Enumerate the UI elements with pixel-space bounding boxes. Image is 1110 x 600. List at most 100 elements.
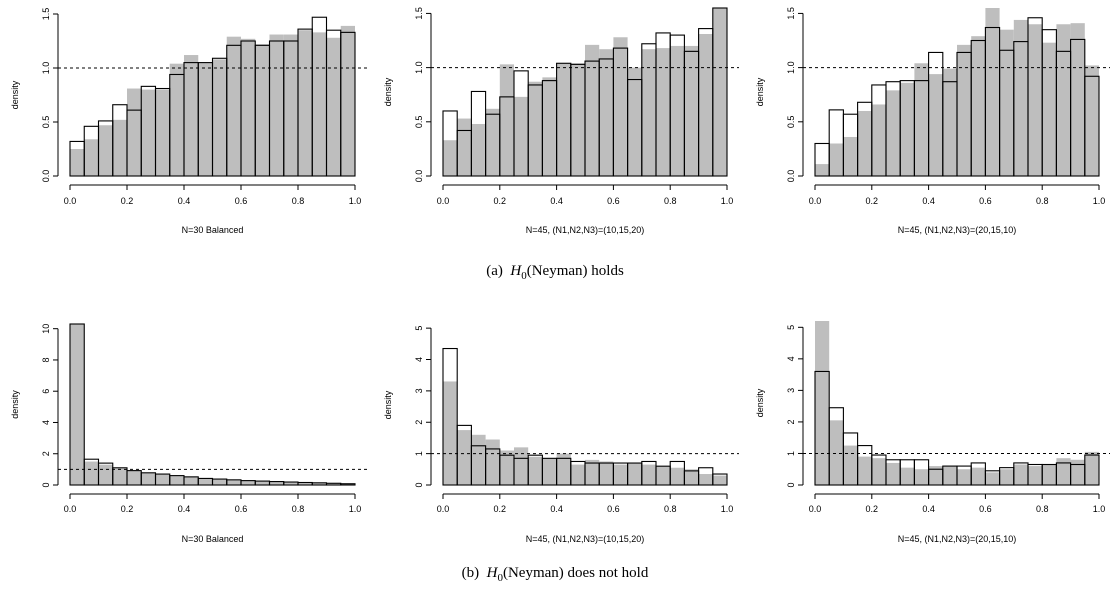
filled-bar xyxy=(155,89,170,176)
filled-bar xyxy=(84,139,99,176)
filled-bar xyxy=(514,96,529,176)
filled-bar xyxy=(928,466,943,485)
y-axis-label: density xyxy=(10,80,20,109)
filled-bar xyxy=(1070,23,1085,176)
x-tick-label: 0.4 xyxy=(922,504,935,514)
y-tick-label: 0.0 xyxy=(786,170,796,183)
y-tick-label: 4 xyxy=(786,356,796,361)
y-tick-label: 0 xyxy=(786,482,796,487)
filled-bar xyxy=(70,149,85,176)
x-axis-label: N=45, (N1,N2,N3)=(10,15,20) xyxy=(526,225,645,235)
filled-bar xyxy=(1070,459,1085,485)
filled-bar xyxy=(942,68,957,176)
x-tick-label: 0.4 xyxy=(178,196,191,206)
x-tick-label: 0.4 xyxy=(550,504,563,514)
filled-bar xyxy=(1042,42,1057,177)
caption-b-label: (b) xyxy=(461,565,480,581)
filled-bar xyxy=(471,123,486,176)
filled-bar xyxy=(141,89,156,176)
x-tick-label: 0.6 xyxy=(607,504,620,514)
filled-bar xyxy=(255,44,270,176)
filled-bar xyxy=(698,34,713,176)
caption-b-subscript: 0 xyxy=(497,572,503,584)
x-tick-label: 0.0 xyxy=(64,504,77,514)
filled-bar xyxy=(1056,458,1071,485)
y-tick-label: 0.5 xyxy=(786,116,796,129)
filled-bar xyxy=(599,461,614,485)
filled-bar xyxy=(585,459,600,485)
x-tick-label: 0.6 xyxy=(235,504,248,514)
filled-bar xyxy=(312,482,327,485)
y-tick-label: 0.5 xyxy=(414,116,424,129)
filled-bar xyxy=(971,467,986,485)
filled-bar xyxy=(886,90,901,176)
filled-bar xyxy=(241,480,256,485)
filled-bar xyxy=(914,469,929,485)
x-tick-label: 0.8 xyxy=(292,504,305,514)
filled-bar xyxy=(656,466,671,485)
filled-bar xyxy=(999,469,1014,485)
outline-bar xyxy=(1084,454,1100,486)
caption-a-subscript: 0 xyxy=(521,270,527,282)
x-tick-label: 0.0 xyxy=(809,196,822,206)
filled-bar xyxy=(815,321,830,485)
filled-bar xyxy=(457,118,472,176)
x-axis-label: N=30 Balanced xyxy=(182,534,244,544)
filled-bar xyxy=(627,463,642,485)
x-tick-label: 0.8 xyxy=(1036,504,1049,514)
filled-bar xyxy=(499,64,514,176)
filled-bar xyxy=(269,481,284,485)
y-axis-label: density xyxy=(10,390,20,419)
filled-bar xyxy=(1013,19,1028,177)
filled-bar xyxy=(269,34,284,176)
x-tick-label: 0.2 xyxy=(494,504,507,514)
chart-panel-a2: 0.0 0.2 0.4 0.6 0.8 1.0 0.0 0.5 1.0 1.5 N=45, (N1,… xyxy=(383,7,739,235)
filled-bar xyxy=(226,36,241,177)
filled-bar xyxy=(84,461,99,485)
filled-bar xyxy=(1028,24,1043,177)
x-tick-label: 0.4 xyxy=(922,196,935,206)
x-tick-label: 0.2 xyxy=(121,196,134,206)
x-tick-label: 0.2 xyxy=(121,504,134,514)
filled-bar xyxy=(815,164,830,176)
filled-bar xyxy=(443,140,458,176)
x-tick-label: 0.8 xyxy=(292,196,305,206)
filled-bar xyxy=(298,30,313,177)
filled-bar xyxy=(613,464,628,485)
filled-bar xyxy=(340,25,355,176)
filled-bar xyxy=(443,381,458,485)
filled-bar xyxy=(928,74,943,176)
filled-bar xyxy=(198,477,213,485)
filled-bar xyxy=(283,34,298,176)
filled-bar xyxy=(1028,466,1043,485)
caption-a: (a) H0(Neyman) holds xyxy=(0,263,1110,282)
filled-bar xyxy=(542,77,557,176)
x-axis-label: N=45, (N1,N2,N3)=(20,15,10) xyxy=(898,534,1017,544)
x-tick-label: 1.0 xyxy=(721,504,734,514)
filled-bar xyxy=(857,456,872,485)
filled-bar xyxy=(155,473,170,485)
y-tick-label: 4 xyxy=(41,420,51,425)
filled-bar xyxy=(312,32,327,176)
filled-bar xyxy=(485,439,500,485)
caption-b-symbol: H xyxy=(486,565,498,581)
x-tick-label: 0.0 xyxy=(437,504,450,514)
filled-bar xyxy=(112,119,127,176)
y-tick-label: 2 xyxy=(786,419,796,424)
filled-bar xyxy=(98,464,113,485)
filled-bar xyxy=(684,469,699,485)
y-tick-label: 1.0 xyxy=(414,61,424,74)
filled-bar xyxy=(298,482,313,485)
filled-bar xyxy=(169,63,184,176)
filled-bar xyxy=(98,125,113,176)
filled-bar xyxy=(985,472,1000,485)
filled-bar xyxy=(886,462,901,485)
y-tick-label: 0.5 xyxy=(41,116,51,129)
filled-bar xyxy=(241,38,256,177)
filled-bar xyxy=(499,450,514,485)
outline-bar xyxy=(442,347,458,486)
y-tick-label: 1.0 xyxy=(41,62,51,75)
filled-bar xyxy=(641,464,656,485)
filled-bar xyxy=(184,476,199,485)
chart-panel-a3: 0.0 0.2 0.4 0.6 0.8 1.0 0.0 0.5 1.0 1.5 N=45, (N1,… xyxy=(755,7,1110,235)
